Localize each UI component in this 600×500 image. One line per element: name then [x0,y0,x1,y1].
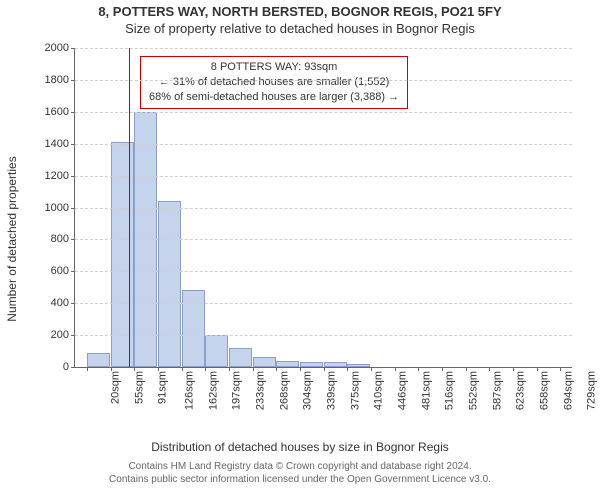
x-tick-mark [182,367,183,371]
gridline [75,303,572,304]
plot-area: 8 POTTERS WAY: 93sqm ← 31% of detached h… [74,48,572,368]
chart-container: Number of detached properties 8 POTTERS … [20,40,580,438]
x-tick-mark [300,367,301,371]
x-tick-label: 126sqm [177,371,195,410]
x-tick-mark [442,367,443,371]
y-tick-label: 400 [51,297,75,309]
gridline [75,335,572,336]
x-tick-label: 446sqm [390,371,408,410]
x-tick-mark [324,367,325,371]
x-tick-label: 552sqm [461,371,479,410]
y-tick-label: 200 [51,329,75,341]
histogram-bar [182,290,205,367]
y-tick-label: 1400 [45,138,75,150]
gridline [75,208,572,209]
histogram-bar [229,348,252,367]
x-tick-label: 375sqm [343,371,361,410]
gridline [75,271,572,272]
gridline [75,48,572,49]
x-tick-mark [205,367,206,371]
x-tick-label: 339sqm [319,371,337,410]
annotation-box: 8 POTTERS WAY: 93sqm ← 31% of detached h… [140,56,408,109]
x-tick-mark [276,367,277,371]
histogram-bar [253,357,276,367]
footer-line1: Contains HM Land Registry data © Crown c… [0,460,600,473]
x-tick-label: 410sqm [367,371,385,410]
x-tick-label: 304sqm [296,371,314,410]
annotation-line2: ← 31% of detached houses are smaller (1,… [149,75,399,90]
y-axis-label: Number of detached properties [5,156,19,321]
x-tick-label: 729sqm [580,371,598,410]
x-tick-mark [158,367,159,371]
x-tick-label: 20sqm [103,371,121,404]
x-tick-mark [513,367,514,371]
y-tick-label: 800 [51,233,75,245]
gridline [75,239,572,240]
x-tick-label: 481sqm [414,371,432,410]
y-tick-label: 600 [51,265,75,277]
histogram-bar [205,335,228,367]
gridline [75,144,572,145]
footer-line2: Contains public sector information licen… [0,473,600,486]
x-tick-label: 55sqm [127,371,145,404]
y-tick-label: 0 [63,361,75,373]
x-tick-mark [347,367,348,371]
x-tick-label: 587sqm [485,371,503,410]
annotation-line1: 8 POTTERS WAY: 93sqm [149,60,399,75]
x-tick-mark [253,367,254,371]
x-axis-label: Distribution of detached houses by size … [0,440,600,454]
histogram-bar [324,362,347,367]
histogram-bar [87,353,110,367]
x-tick-mark [229,367,230,371]
x-tick-label: 233sqm [248,371,266,410]
x-tick-mark [489,367,490,371]
y-tick-label: 1000 [45,202,75,214]
marker-line [129,48,130,367]
gridline [75,176,572,177]
footer: Contains HM Land Registry data © Crown c… [0,460,600,486]
x-tick-label: 623sqm [509,371,527,410]
x-tick-label: 162sqm [201,371,219,410]
histogram-bar [300,362,323,367]
y-tick-label: 1800 [45,74,75,86]
y-tick-label: 1600 [45,106,75,118]
annotation-line3: 68% of semi-detached houses are larger (… [149,90,399,105]
x-tick-mark [395,367,396,371]
x-tick-mark [537,367,538,371]
x-tick-mark [418,367,419,371]
x-tick-label: 694sqm [556,371,574,410]
y-tick-label: 2000 [45,42,75,54]
y-tick-label: 1200 [45,170,75,182]
histogram-bar [276,361,299,367]
gridline [75,112,572,113]
histogram-bar [347,364,370,367]
x-tick-mark [371,367,372,371]
x-tick-label: 197sqm [225,371,243,410]
x-tick-mark [111,367,112,371]
gridline [75,80,572,81]
x-tick-mark [560,367,561,371]
x-tick-label: 91sqm [151,371,169,404]
histogram-bar [158,201,181,367]
chart-title-subtitle: Size of property relative to detached ho… [0,21,600,36]
x-tick-label: 268sqm [272,371,290,410]
x-tick-label: 516sqm [438,371,456,410]
x-tick-mark [134,367,135,371]
chart-title-address: 8, POTTERS WAY, NORTH BERSTED, BOGNOR RE… [0,4,600,19]
x-tick-label: 658sqm [532,371,550,410]
x-tick-mark [466,367,467,371]
x-tick-mark [87,367,88,371]
